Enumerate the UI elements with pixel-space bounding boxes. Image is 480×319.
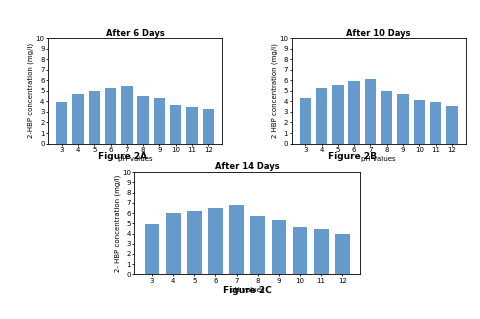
X-axis label: pH values: pH values xyxy=(118,156,152,162)
Bar xyxy=(314,229,329,274)
Bar xyxy=(365,79,376,144)
Y-axis label: 2-HBP concentration (mg/l): 2-HBP concentration (mg/l) xyxy=(28,43,34,138)
Bar xyxy=(300,98,311,144)
Bar xyxy=(446,106,458,144)
Text: Figure 2C: Figure 2C xyxy=(223,286,272,295)
Bar xyxy=(316,88,327,144)
Bar xyxy=(186,107,198,144)
Bar xyxy=(251,216,265,274)
Bar xyxy=(272,220,286,274)
Bar xyxy=(430,102,442,144)
Bar xyxy=(332,85,344,144)
Title: After 14 Days: After 14 Days xyxy=(215,162,279,172)
Bar xyxy=(105,88,116,144)
Y-axis label: 2 HBP concentration (mg/l): 2 HBP concentration (mg/l) xyxy=(271,43,278,138)
Bar xyxy=(72,94,84,144)
Bar xyxy=(121,85,132,144)
Bar xyxy=(335,234,350,274)
Bar xyxy=(154,98,165,144)
Bar xyxy=(397,94,409,144)
Bar xyxy=(56,102,67,144)
Bar xyxy=(348,81,360,144)
Bar xyxy=(166,213,180,274)
Bar xyxy=(381,91,393,144)
Bar xyxy=(144,224,159,274)
Bar xyxy=(229,205,244,274)
Bar xyxy=(187,211,202,274)
Bar xyxy=(414,100,425,144)
Bar xyxy=(88,91,100,144)
Title: After 6 Days: After 6 Days xyxy=(106,28,164,38)
Bar xyxy=(137,96,149,144)
Bar xyxy=(208,208,223,274)
Text: Figure 2B: Figure 2B xyxy=(328,152,377,161)
Text: Figure 2A: Figure 2A xyxy=(98,152,147,161)
X-axis label: pH values: pH values xyxy=(230,286,264,293)
Bar xyxy=(203,109,214,144)
X-axis label: pH values: pH values xyxy=(361,156,396,162)
Y-axis label: 2- HBP concentration (mg/l): 2- HBP concentration (mg/l) xyxy=(114,174,120,272)
Bar xyxy=(170,105,181,144)
Bar xyxy=(293,227,308,274)
Title: After 10 Days: After 10 Days xyxy=(347,28,411,38)
